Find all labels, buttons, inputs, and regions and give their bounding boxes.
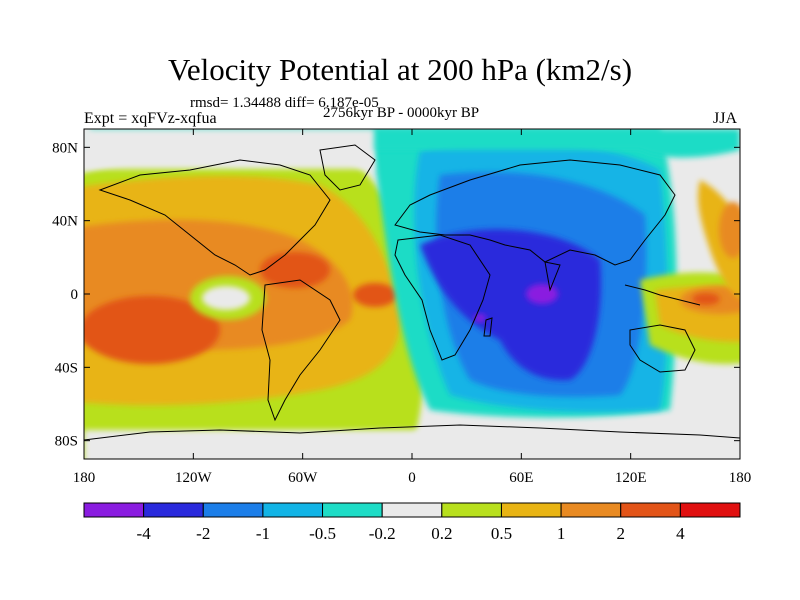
colorbar-swatch [262, 502, 324, 518]
lat-tick-label: 40N [52, 214, 78, 230]
colorbar-swatch [381, 502, 443, 518]
colorbar-swatch [560, 502, 622, 518]
lon-tick-label: 120E [615, 470, 647, 486]
colorbar-swatch [500, 502, 562, 518]
colorbar-label: 4 [676, 524, 685, 543]
colorbar-label: 1 [557, 524, 566, 543]
map-title: Velocity Potential at 200 hPa (km2/s) [167, 52, 633, 87]
lat-tick-label: 0 [71, 287, 79, 303]
lon-tick-label: 180 [73, 470, 96, 486]
lat-tick-label: 80S [55, 434, 78, 450]
colorbar-label: -0.2 [369, 524, 396, 543]
colorbar-label: -1 [256, 524, 270, 543]
colorbar-label: 2 [616, 524, 625, 543]
coastlines [84, 144, 740, 441]
map-area [84, 129, 740, 459]
colorbar-swatch [143, 502, 204, 518]
rmsd-diff-stats: rmsd= 1.34488 diff= 6.187e-05 [190, 95, 379, 111]
experiment-label: Expt = xqFVz-xqfua [84, 110, 217, 127]
colorbar-label: -2 [196, 524, 210, 543]
colorbar-swatch [679, 502, 741, 518]
lon-tick-label: 120W [175, 470, 213, 486]
longitude-axis: 180 120W 60W 0 60E 120E 180 [73, 129, 752, 486]
colorbar-label: -0.5 [309, 524, 336, 543]
contour-fill-field [84, 129, 740, 459]
lon-tick-label: 0 [408, 470, 416, 486]
lon-tick-label: 180 [729, 470, 752, 486]
colorbar: -4 -2 -1 -0.5 -0.2 0.2 0.5 1 2 4 [83, 502, 741, 543]
period-label: 2756kyr BP - 0000kyr BP [323, 105, 480, 121]
colorbar-label: -4 [137, 524, 152, 543]
lon-tick-label: 60E [509, 470, 533, 486]
colorbar-swatch [441, 502, 502, 518]
colorbar-swatch [83, 502, 145, 518]
colorbar-label: 0.5 [491, 524, 512, 543]
colorbar-swatch [620, 502, 681, 518]
latitude-axis: 80N 40N 0 40S 80S [52, 140, 740, 450]
colorbar-label: 0.2 [431, 524, 452, 543]
season-label: JJA [713, 110, 738, 127]
colorbar-swatch [202, 502, 264, 518]
lat-tick-label: 80N [52, 140, 78, 156]
colorbar-swatch [322, 502, 383, 518]
lon-tick-label: 60W [288, 470, 318, 486]
lat-tick-label: 40S [55, 360, 78, 376]
